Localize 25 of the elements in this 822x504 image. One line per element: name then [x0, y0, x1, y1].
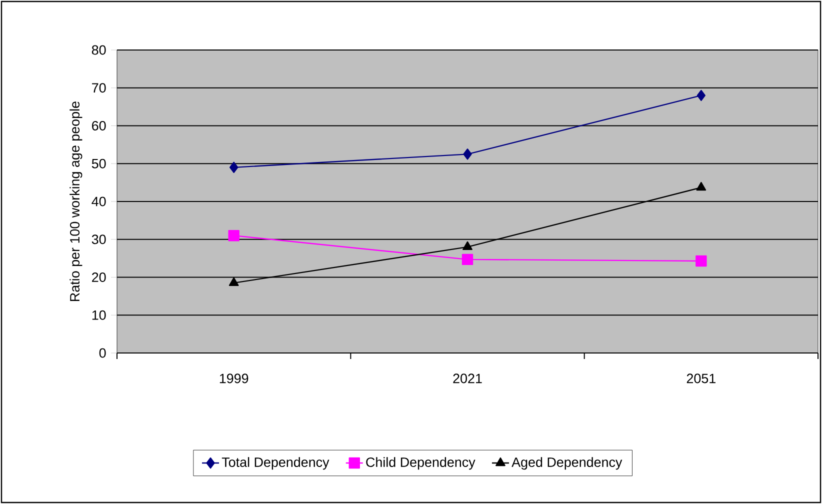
y-tick-label: 40: [92, 196, 106, 206]
y-tick-label: 80: [92, 45, 106, 55]
x-tick-label: 1999: [220, 374, 248, 384]
y-tick-label: 50: [92, 158, 106, 168]
point: [696, 182, 706, 191]
point: [462, 241, 472, 250]
legend-label: Aged Dependency: [512, 457, 622, 470]
y-tick-label: 70: [92, 83, 106, 93]
point: [696, 255, 707, 267]
y-tick-label: 10: [92, 310, 106, 320]
point: [229, 162, 238, 174]
point: [228, 230, 240, 242]
point: [228, 277, 239, 286]
x-tick-label: 2051: [686, 374, 716, 384]
y-axis-title: Ratio per 100 working age people: [70, 102, 82, 301]
legend-label: Total Dependency: [222, 457, 330, 470]
x-tick-label: 2021: [453, 374, 482, 384]
point: [462, 254, 474, 266]
point: [463, 148, 472, 160]
point: [696, 90, 706, 102]
y-tick-label: 60: [92, 120, 106, 131]
legend-label: Child Dependency: [366, 457, 476, 470]
y-tick-label: 0: [99, 348, 106, 358]
y-tick-label: 30: [92, 234, 106, 244]
y-tick-label: 20: [92, 272, 106, 282]
